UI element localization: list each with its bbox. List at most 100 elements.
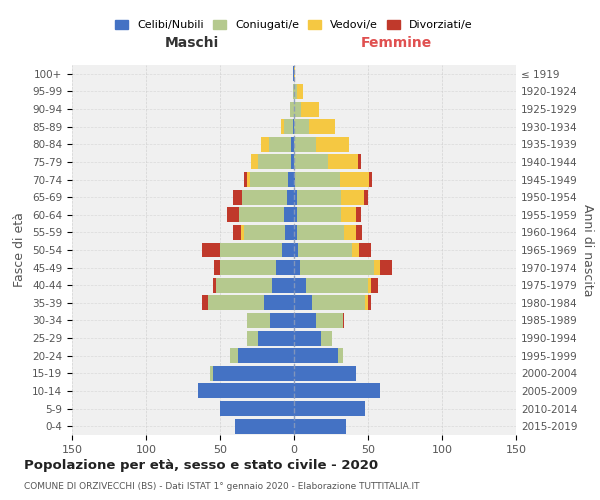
Bar: [291, 154, 294, 170]
Bar: [371, 278, 379, 292]
Text: Femmine: Femmine: [361, 36, 432, 50]
Bar: [202, 296, 208, 310]
Bar: [359, 242, 371, 258]
Bar: [294, 190, 297, 204]
Bar: [328, 154, 358, 170]
Bar: [244, 172, 247, 187]
Bar: [262, 137, 269, 152]
Text: Popolazione per età, sesso e stato civile - 2020: Popolazione per età, sesso e stato civil…: [24, 460, 378, 472]
Bar: [198, 384, 294, 398]
Bar: [301, 102, 319, 116]
Bar: [294, 348, 338, 363]
Bar: [294, 330, 320, 345]
Bar: [293, 119, 294, 134]
Bar: [294, 418, 346, 434]
Bar: [344, 225, 356, 240]
Bar: [294, 384, 380, 398]
Bar: [259, 154, 291, 170]
Bar: [250, 172, 288, 187]
Bar: [239, 208, 284, 222]
Bar: [294, 172, 295, 187]
Bar: [215, 278, 272, 292]
Text: COMUNE DI ORZIVECCHI (BS) - Dati ISTAT 1° gennaio 2020 - Elaborazione TUTTITALIA: COMUNE DI ORZIVECCHI (BS) - Dati ISTAT 1…: [24, 482, 419, 491]
Bar: [202, 242, 220, 258]
Bar: [247, 330, 259, 345]
Bar: [338, 348, 343, 363]
Bar: [284, 208, 294, 222]
Bar: [316, 137, 349, 152]
Bar: [282, 242, 294, 258]
Bar: [380, 260, 392, 275]
Bar: [365, 296, 368, 310]
Bar: [291, 137, 294, 152]
Bar: [220, 401, 294, 416]
Bar: [285, 225, 294, 240]
Bar: [241, 225, 244, 240]
Bar: [235, 418, 294, 434]
Bar: [312, 296, 365, 310]
Bar: [220, 260, 276, 275]
Bar: [242, 190, 287, 204]
Bar: [265, 296, 294, 310]
Bar: [294, 137, 316, 152]
Bar: [297, 208, 341, 222]
Bar: [358, 154, 361, 170]
Bar: [251, 154, 259, 170]
Bar: [294, 260, 300, 275]
Bar: [368, 296, 371, 310]
Bar: [288, 172, 294, 187]
Bar: [294, 401, 365, 416]
Y-axis label: Anni di nascita: Anni di nascita: [581, 204, 594, 296]
Bar: [343, 313, 344, 328]
Bar: [281, 119, 284, 134]
Bar: [276, 260, 294, 275]
Bar: [220, 242, 282, 258]
Bar: [368, 278, 371, 292]
Bar: [247, 313, 271, 328]
Bar: [230, 348, 238, 363]
Bar: [294, 84, 297, 99]
Bar: [294, 208, 297, 222]
Bar: [272, 278, 294, 292]
Y-axis label: Fasce di età: Fasce di età: [13, 212, 26, 288]
Bar: [295, 172, 340, 187]
Bar: [233, 225, 241, 240]
Bar: [300, 260, 374, 275]
Bar: [297, 190, 341, 204]
Bar: [298, 242, 352, 258]
Bar: [209, 366, 212, 381]
Bar: [290, 102, 294, 116]
Bar: [208, 296, 265, 310]
Bar: [271, 313, 294, 328]
Bar: [293, 84, 294, 99]
Text: Maschi: Maschi: [165, 36, 219, 50]
Bar: [294, 278, 306, 292]
Bar: [297, 84, 303, 99]
Bar: [341, 208, 356, 222]
Bar: [247, 172, 250, 187]
Bar: [238, 348, 294, 363]
Bar: [212, 278, 215, 292]
Bar: [306, 278, 368, 292]
Bar: [244, 225, 285, 240]
Bar: [294, 66, 295, 82]
Bar: [287, 190, 294, 204]
Bar: [294, 366, 356, 381]
Bar: [294, 119, 309, 134]
Bar: [370, 172, 373, 187]
Bar: [214, 260, 220, 275]
Bar: [284, 119, 293, 134]
Bar: [233, 190, 242, 204]
Bar: [316, 313, 343, 328]
Bar: [364, 190, 368, 204]
Bar: [294, 313, 316, 328]
Bar: [294, 154, 328, 170]
Bar: [259, 330, 294, 345]
Bar: [227, 208, 239, 222]
Bar: [320, 330, 332, 345]
Bar: [352, 242, 359, 258]
Bar: [294, 225, 297, 240]
Bar: [341, 190, 364, 204]
Bar: [294, 102, 301, 116]
Bar: [309, 119, 335, 134]
